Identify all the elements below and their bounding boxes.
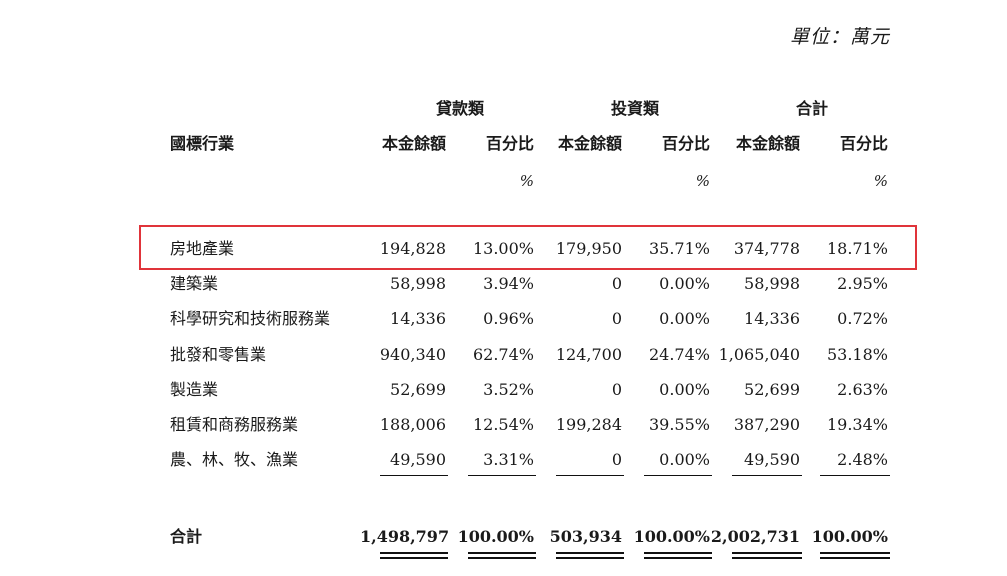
industry-name: 房地產業 bbox=[170, 239, 235, 258]
cell-total-balance: 58,998 bbox=[744, 274, 800, 293]
total-double-rule-3b bbox=[556, 557, 624, 559]
industry-name: 建築業 bbox=[170, 274, 219, 293]
total-total-pct: 100.00% bbox=[811, 527, 888, 546]
cell-invest-balance: 0 bbox=[611, 309, 622, 328]
industry-name: 製造業 bbox=[170, 380, 219, 399]
subtotal-rule-total-balance bbox=[732, 475, 802, 476]
cell-total-balance: 387,290 bbox=[733, 415, 800, 434]
col-header-loan-balance: 本金餘額 bbox=[381, 134, 446, 153]
total-double-rule-2a bbox=[468, 552, 536, 554]
cell-invest-balance: 0 bbox=[611, 380, 622, 399]
cell-loan-pct: 12.54% bbox=[472, 415, 534, 434]
subtotal-rule-loan-balance bbox=[380, 475, 448, 476]
cell-invest-balance: 124,700 bbox=[555, 345, 622, 364]
pct-unit-invest: % bbox=[695, 172, 710, 190]
cell-loan-balance: 49,590 bbox=[390, 450, 446, 469]
total-double-rule-4a bbox=[644, 552, 712, 554]
total-double-rule-6b bbox=[820, 557, 890, 559]
unit-label: 單位：萬元 bbox=[789, 26, 890, 48]
group-header-loans: 貸款類 bbox=[435, 99, 484, 118]
cell-invest-pct: 0.00% bbox=[659, 380, 710, 399]
industry-header: 國標行業 bbox=[170, 134, 235, 153]
cell-invest-pct: 39.55% bbox=[648, 415, 710, 434]
subtotal-rule-invest-pct bbox=[644, 475, 712, 476]
col-header-total-balance: 本金餘額 bbox=[735, 134, 800, 153]
col-header-invest-pct: 百分比 bbox=[661, 134, 710, 153]
cell-loan-balance: 14,336 bbox=[390, 309, 446, 328]
cell-invest-balance: 0 bbox=[611, 450, 622, 469]
cell-total-pct: 18.71% bbox=[826, 239, 888, 258]
cell-total-pct: 2.63% bbox=[837, 380, 888, 399]
cell-loan-pct: 3.52% bbox=[483, 380, 534, 399]
cell-invest-pct: 0.00% bbox=[659, 274, 710, 293]
industry-name: 租賃和商務服務業 bbox=[170, 415, 299, 434]
total-double-rule-1b bbox=[380, 557, 448, 559]
cell-invest-pct: 24.74% bbox=[648, 345, 710, 364]
total-double-rule-6a bbox=[820, 552, 890, 554]
total-row-label: 合計 bbox=[170, 527, 203, 546]
industry-name: 批發和零售業 bbox=[170, 345, 267, 364]
total-loan-balance: 1,498,797 bbox=[360, 527, 450, 546]
cell-loan-balance: 188,006 bbox=[379, 415, 446, 434]
cell-total-pct: 2.95% bbox=[837, 274, 888, 293]
cell-invest-pct: 0.00% bbox=[659, 450, 710, 469]
cell-loan-balance: 58,998 bbox=[390, 274, 446, 293]
cell-loan-balance: 940,340 bbox=[379, 345, 446, 364]
total-invest-pct: 100.00% bbox=[633, 527, 710, 546]
cell-invest-balance: 199,284 bbox=[555, 415, 622, 434]
cell-invest-pct: 35.71% bbox=[648, 239, 710, 258]
cell-total-balance: 1,065,040 bbox=[718, 345, 800, 364]
cell-loan-pct: 13.00% bbox=[472, 239, 534, 258]
cell-invest-balance: 179,950 bbox=[555, 239, 622, 258]
cell-loan-pct: 62.74% bbox=[472, 345, 534, 364]
cell-total-pct: 53.18% bbox=[826, 345, 888, 364]
cell-loan-balance: 194,828 bbox=[379, 239, 446, 258]
subtotal-rule-invest-balance bbox=[556, 475, 624, 476]
total-double-rule-5b bbox=[732, 557, 802, 559]
total-double-rule-5a bbox=[732, 552, 802, 554]
pct-unit-total: % bbox=[873, 172, 888, 190]
col-header-invest-balance: 本金餘額 bbox=[557, 134, 622, 153]
cell-total-balance: 374,778 bbox=[733, 239, 800, 258]
cell-total-balance: 52,699 bbox=[744, 380, 800, 399]
cell-invest-balance: 0 bbox=[611, 274, 622, 293]
subtotal-rule-loan-pct bbox=[468, 475, 536, 476]
total-double-rule-3a bbox=[556, 552, 624, 554]
group-header-investments: 投資類 bbox=[610, 99, 659, 118]
cell-total-pct: 19.34% bbox=[826, 415, 888, 434]
cell-loan-balance: 52,699 bbox=[390, 380, 446, 399]
total-invest-balance: 503,934 bbox=[549, 527, 622, 546]
cell-loan-pct: 0.96% bbox=[483, 309, 534, 328]
total-loan-pct: 100.00% bbox=[457, 527, 534, 546]
group-header-total: 合計 bbox=[795, 99, 828, 118]
highlight-box bbox=[139, 225, 917, 270]
total-double-rule-2b bbox=[468, 557, 536, 559]
cell-total-balance: 49,590 bbox=[744, 450, 800, 469]
col-header-loan-pct: 百分比 bbox=[485, 134, 534, 153]
cell-loan-pct: 3.31% bbox=[483, 450, 534, 469]
col-header-total-pct: 百分比 bbox=[839, 134, 888, 153]
total-double-rule-4b bbox=[644, 557, 712, 559]
subtotal-rule-total-pct bbox=[820, 475, 890, 476]
cell-invest-pct: 0.00% bbox=[659, 309, 710, 328]
cell-total-pct: 0.72% bbox=[837, 309, 888, 328]
industry-name: 農、林、牧、漁業 bbox=[170, 450, 299, 469]
total-double-rule-1a bbox=[380, 552, 448, 554]
cell-total-balance: 14,336 bbox=[744, 309, 800, 328]
total-total-balance: 2,002,731 bbox=[710, 527, 800, 546]
cell-loan-pct: 3.94% bbox=[483, 274, 534, 293]
industry-name: 科學研究和技術服務業 bbox=[170, 309, 331, 328]
pct-unit-loan: % bbox=[519, 172, 534, 190]
cell-total-pct: 2.48% bbox=[837, 450, 888, 469]
